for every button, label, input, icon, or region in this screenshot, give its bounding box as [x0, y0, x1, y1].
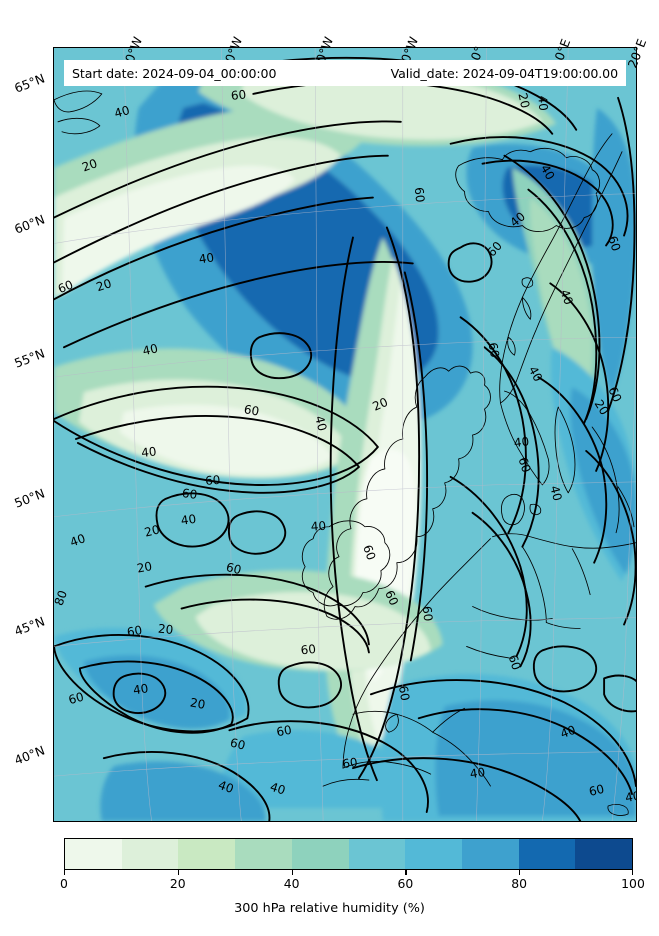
- colorbar-ticks: 0 20 40 60 80 100: [60, 870, 645, 891]
- contour-label-40: 40: [558, 723, 577, 741]
- colorbar-band-2: [178, 839, 236, 869]
- valid-date-label: Valid_date: 2024-09-04T19:00:00.00: [390, 65, 618, 81]
- contour-label-20: 20: [143, 522, 161, 539]
- colorbar-tick-label-1: 20: [169, 876, 186, 891]
- contour-label-60: 60: [225, 560, 243, 577]
- colorbar-tick-label-4: 80: [511, 876, 528, 891]
- contour-label-60: 60: [341, 755, 358, 771]
- colorbar-band-1: [121, 839, 179, 869]
- colorbar[interactable]: [64, 838, 633, 870]
- contour-label-40: 40: [312, 414, 329, 432]
- contour-label-20: 20: [515, 92, 532, 110]
- colorbar-tick-3: [405, 870, 407, 875]
- colorbar-band-5: [348, 839, 406, 869]
- contour-label-60: 60: [229, 736, 247, 753]
- lat-tick-label-5: 40°N: [12, 742, 47, 768]
- lat-tick-label-3: 50°N: [12, 485, 47, 511]
- contour-label-40: 40: [141, 444, 158, 460]
- contour-label-80: 80: [54, 588, 70, 607]
- contour-label-20: 20: [370, 395, 390, 414]
- contour-label-20: 20: [592, 397, 612, 417]
- contour-label-60: 60: [126, 623, 143, 639]
- colorbar-tick-label-2: 40: [283, 876, 300, 891]
- lat-tick-label-1: 60°N: [12, 211, 47, 237]
- contour-label-40: 40: [547, 484, 564, 502]
- contour-label-40: 40: [180, 512, 197, 528]
- colorbar-band-4: [291, 839, 349, 869]
- contour-label-60: 60: [605, 234, 623, 253]
- colorbar-band-7: [461, 839, 519, 869]
- lon-tick-label-6: 20°E: [624, 36, 650, 70]
- contour-label-60: 60: [516, 456, 534, 475]
- contour-label-40: 40: [535, 95, 550, 111]
- colorbar-tick-0: [64, 870, 66, 875]
- humidity-contour-map: 40 60 20 40 60 20 40 60 40 60 60 20 20 6…: [54, 48, 636, 821]
- contour-label-40: 40: [68, 531, 87, 549]
- colorbar-tick-2: [291, 870, 293, 875]
- colorbar-tick-label-3: 60: [397, 876, 414, 891]
- colorbar-tick-1: [177, 870, 180, 875]
- colorbar-tick-label-5: 100: [621, 876, 645, 891]
- contour-label-60: 60: [243, 402, 260, 418]
- contour-label-40: 40: [141, 341, 159, 358]
- contour-label-60: 60: [67, 690, 85, 708]
- date-info-bar: Start date: 2024-09-04_00:00:00 Valid_da…: [64, 60, 626, 86]
- lat-tick-label-0: 65°N: [12, 70, 47, 96]
- start-date-label: Start date: 2024-09-04_00:00:00: [72, 65, 277, 81]
- contour-label-60: 60: [230, 87, 247, 103]
- contour-label-40: 40: [113, 103, 131, 121]
- contour-label-60: 60: [360, 543, 378, 562]
- contour-label-40: 40: [268, 780, 287, 798]
- contour-label-60: 60: [181, 486, 198, 502]
- contour-label-60: 60: [300, 642, 317, 658]
- colorbar-title: 300 hPa relative humidity (%): [234, 901, 425, 916]
- colorbar-band-8: [518, 839, 576, 869]
- lat-tick-label-2: 55°N: [12, 345, 47, 371]
- contour-label-40: 40: [198, 250, 215, 266]
- contour-label-40: 40: [557, 288, 575, 307]
- contour-label-40: 40: [538, 162, 558, 182]
- contour-label-20: 20: [80, 156, 99, 174]
- contour-label-40: 40: [216, 778, 235, 796]
- lat-tick-label-4: 45°N: [12, 613, 47, 639]
- contour-label-40: 40: [526, 364, 545, 384]
- contour-label-40: 40: [469, 765, 486, 781]
- contour-label-40: 40: [513, 434, 530, 450]
- colorbar-tick-label-0: 0: [60, 876, 68, 891]
- colorbar-band-6: [405, 839, 462, 869]
- contour-label-60: 60: [412, 186, 428, 203]
- contour-label-60: 60: [605, 385, 624, 405]
- map-panel[interactable]: 40 60 20 40 60 20 40 60 40 60 60 20 20 6…: [53, 47, 637, 822]
- contour-label-60: 60: [56, 277, 75, 296]
- contour-label-60: 60: [587, 782, 605, 799]
- contour-label-60: 60: [275, 723, 292, 739]
- contour-label-20: 20: [94, 276, 113, 294]
- contour-label-60: 60: [382, 588, 401, 608]
- contour-label-20: 20: [189, 695, 206, 711]
- contour-label-60: 60: [205, 473, 221, 488]
- contour-label-60: 60: [506, 653, 524, 672]
- contour-label-20: 20: [136, 559, 153, 575]
- colorbar-band-0: [65, 839, 122, 869]
- contour-label-40: 40: [624, 789, 636, 805]
- colorbar-tick-5: [631, 870, 633, 875]
- contour-label-60: 60: [420, 605, 436, 622]
- contour-label-40: 40: [132, 681, 149, 697]
- colorbar-band-3: [235, 839, 292, 869]
- colorbar-band-9: [575, 839, 633, 869]
- contour-label-60: 60: [396, 684, 412, 701]
- contour-label-20: 20: [157, 622, 174, 638]
- contour-label-60: 60: [486, 341, 502, 358]
- contour-label-40: 40: [310, 519, 326, 534]
- colorbar-tick-4: [519, 870, 521, 875]
